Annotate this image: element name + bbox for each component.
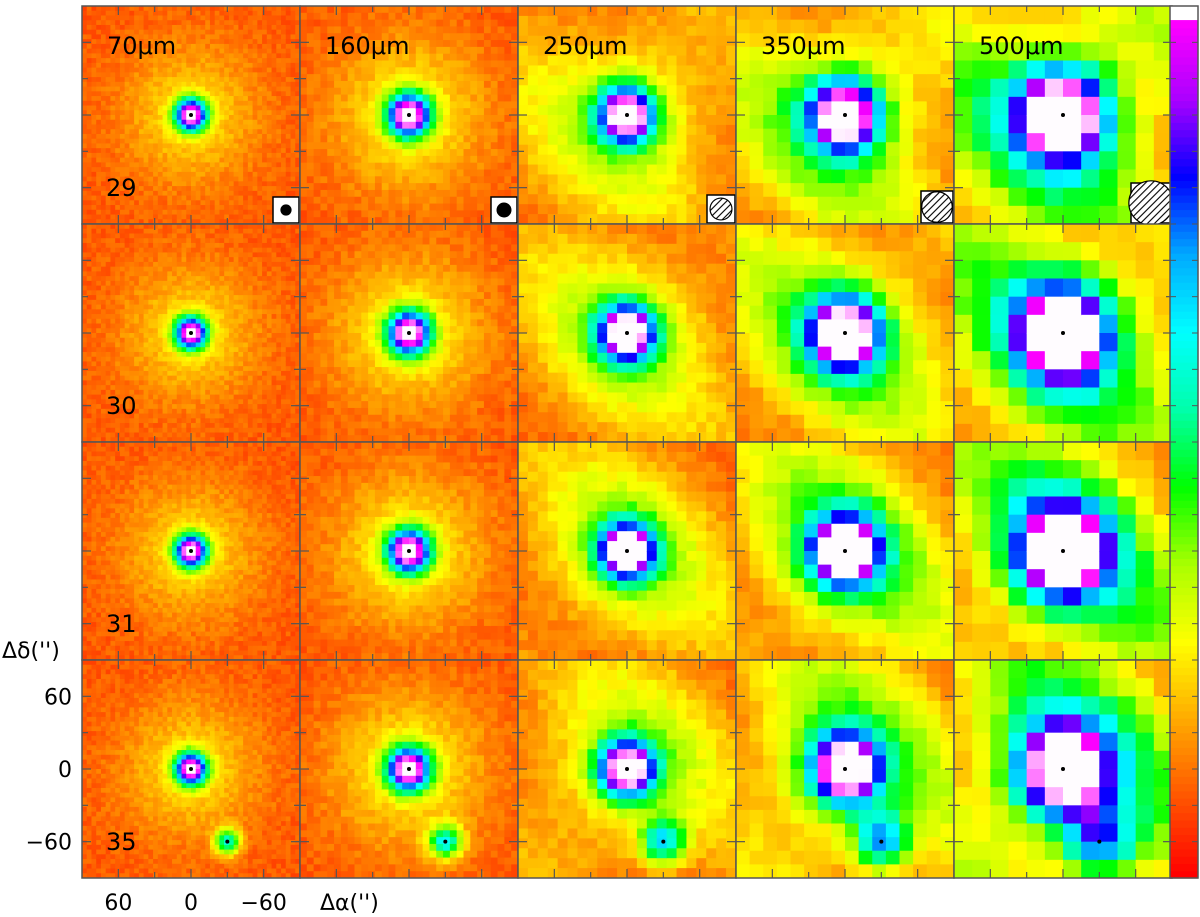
wavelength-label: 350μm: [761, 32, 845, 60]
panel-35-2: [517, 659, 737, 879]
source-position-dot: [189, 113, 193, 117]
source-position-dot: [625, 549, 629, 553]
panel-29-3: 350μm: [735, 5, 955, 225]
source-position-dot: [189, 549, 193, 553]
panel-29-1: 160μm: [299, 5, 519, 225]
source-position-dot: [625, 767, 629, 771]
panel-35-3: [735, 659, 955, 879]
colorbar: [1169, 5, 1199, 879]
beam-ellipse: [1128, 180, 1174, 226]
y-tick-label: −60: [26, 831, 72, 856]
source-position-dot: [407, 549, 411, 553]
panel-35-1: [299, 659, 519, 879]
source-label: 30: [106, 392, 137, 420]
secondary-source-dot: [225, 839, 230, 844]
panel-30-0: 30: [81, 223, 301, 443]
source-position-dot: [1061, 549, 1065, 553]
wavelength-label: 500μm: [979, 32, 1063, 60]
source-position-dot: [843, 767, 847, 771]
panel-29-0: 70μm 29: [81, 5, 301, 225]
panel-31-0: 31: [81, 441, 301, 661]
panel-35-0: 35: [81, 659, 301, 879]
panel-29-4: 500μm: [953, 5, 1174, 226]
panel-31-4: [953, 441, 1173, 661]
source-position-dot: [189, 331, 193, 335]
source-position-dot: [625, 331, 629, 335]
source-label: 29: [106, 174, 137, 202]
secondary-source-dot: [879, 839, 884, 844]
y-tick-label: 0: [58, 758, 72, 783]
source-position-dot: [843, 549, 847, 553]
y-axis-title: Δδ(''): [2, 639, 60, 664]
beam-ellipse: [496, 202, 512, 218]
wavelength-label: 160μm: [325, 32, 409, 60]
source-position-dot: [1061, 767, 1065, 771]
panel-30-3: [735, 223, 955, 443]
x-tick-label: 60: [104, 891, 132, 916]
source-label: 31: [106, 610, 137, 638]
panel-31-2: [517, 441, 737, 661]
panel-31-1: [299, 441, 519, 661]
panel-31-3: [735, 441, 955, 661]
source-position-dot: [407, 331, 411, 335]
source-position-dot: [189, 767, 193, 771]
x-tick-label: −60: [240, 891, 286, 916]
source-position-dot: [407, 113, 411, 117]
source-position-dot: [843, 113, 847, 117]
x-tick-label: 0: [184, 891, 198, 916]
secondary-source-dot: [443, 839, 448, 844]
beam-ellipse: [921, 191, 953, 223]
beam-ellipse: [280, 204, 292, 216]
source-position-dot: [407, 767, 411, 771]
y-tick-label: 60: [44, 685, 72, 710]
x-axis-title: Δα(''): [320, 891, 379, 916]
source-label: 35: [106, 828, 137, 856]
panel-29-2: 250μm: [517, 5, 737, 225]
source-position-dot: [843, 331, 847, 335]
beam-ellipse: [709, 197, 733, 221]
wavelength-label: 250μm: [543, 32, 627, 60]
source-position-dot: [625, 113, 629, 117]
panel-35-4: [953, 659, 1173, 879]
secondary-source-dot: [1097, 839, 1102, 844]
panel-30-2: [517, 223, 737, 443]
panel-30-1: [299, 223, 519, 443]
secondary-source-dot: [661, 839, 666, 844]
panel-30-4: [953, 223, 1173, 443]
wavelength-label: 70μm: [107, 32, 176, 60]
source-position-dot: [1061, 331, 1065, 335]
axes-labels: 60 0 −60 60 0 −60 Δδ('') Δα(''): [2, 639, 379, 916]
source-position-dot: [1061, 113, 1065, 117]
panel-grid: 70μm 29 160μm 250μm 350μm 500μm 30 31 35: [81, 5, 1174, 879]
